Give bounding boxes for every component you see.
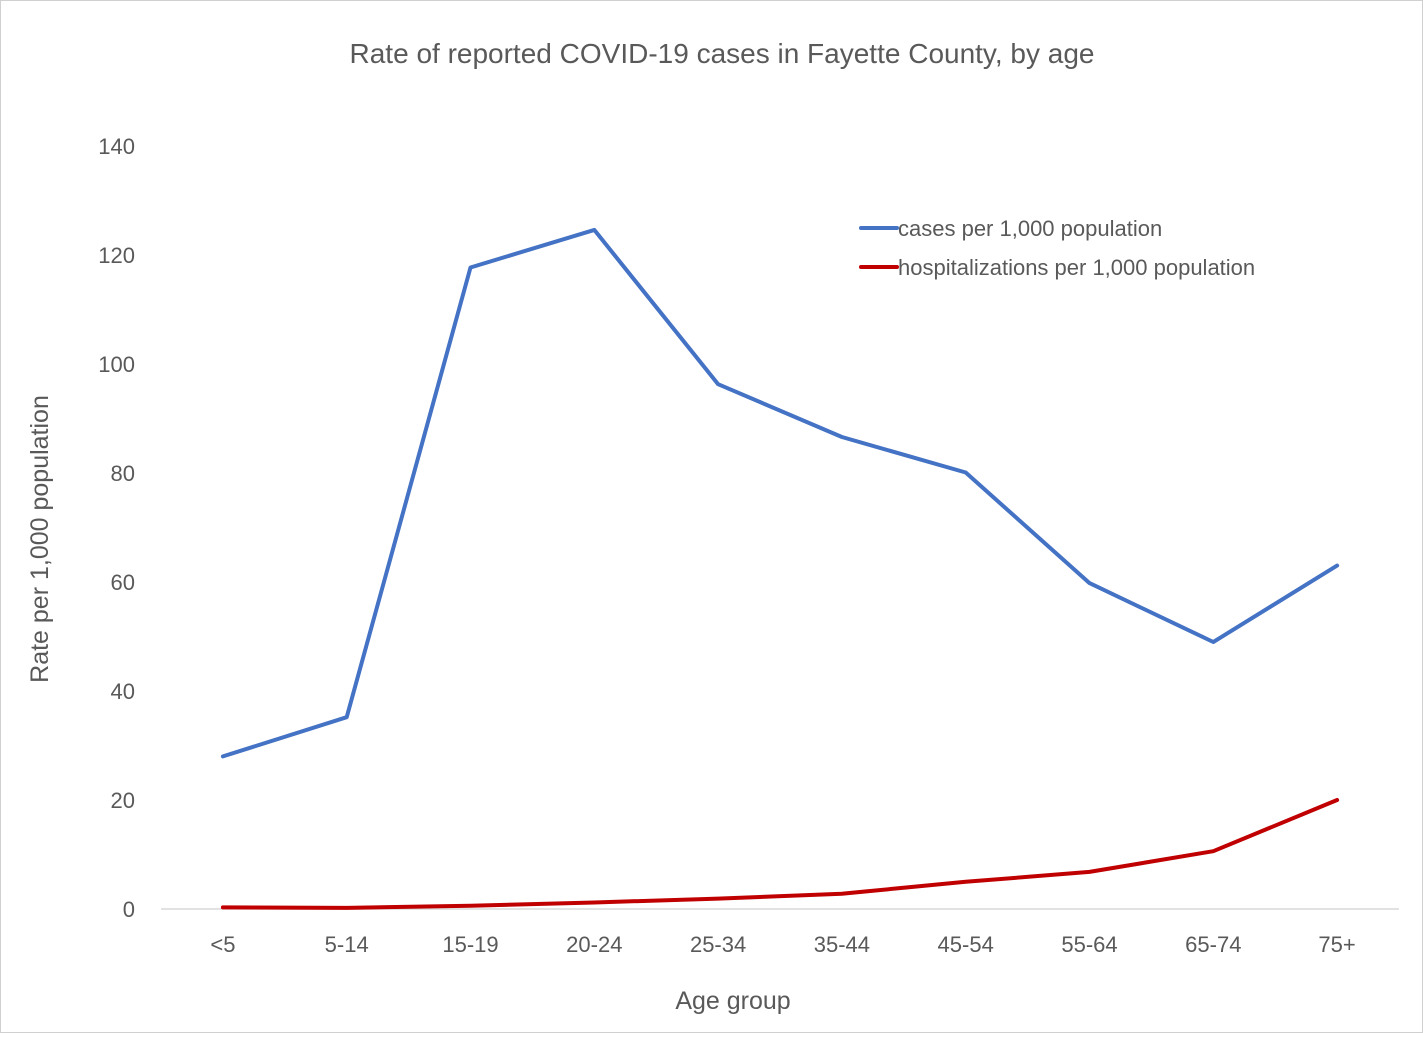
data-point <box>1088 581 1092 585</box>
legend-label: hospitalizations per 1,000 population <box>898 255 1255 280</box>
x-tick-label: 55-64 <box>1061 932 1117 957</box>
data-point <box>1335 564 1339 568</box>
data-point <box>964 470 968 474</box>
data-point <box>1335 798 1339 802</box>
x-tick-label: 15-19 <box>442 932 498 957</box>
y-tick-label: 80 <box>111 461 135 486</box>
data-point <box>840 892 844 896</box>
data-point <box>469 266 473 270</box>
y-tick-label: 20 <box>111 788 135 813</box>
x-axis-label: Age group <box>675 987 790 1015</box>
data-point <box>1211 849 1215 853</box>
data-point <box>1211 640 1215 644</box>
data-point <box>592 228 596 232</box>
x-tick-label: 5-14 <box>325 932 369 957</box>
data-point <box>221 754 225 758</box>
x-tick-label: 45-54 <box>938 932 994 957</box>
y-tick-label: 60 <box>111 570 135 595</box>
y-tick-label: 140 <box>98 134 135 159</box>
y-tick-label: 100 <box>98 352 135 377</box>
y-tick-label: 120 <box>98 243 135 268</box>
data-point <box>345 906 349 910</box>
x-tick-label: 35-44 <box>814 932 870 957</box>
y-tick-label: 0 <box>123 897 135 922</box>
x-tick-labels: <5 5-14 15-19 20-24 25-34 35-44 45-54 55-64 65-7… <box>210 932 1355 957</box>
legend: cases per 1,000 population hospitalizatio… <box>859 216 1255 280</box>
series-line-0 <box>220 227 1340 759</box>
data-point <box>964 880 968 884</box>
x-tick-label: <5 <box>210 932 235 957</box>
data-point <box>221 905 225 909</box>
y-tick-label: 40 <box>111 679 135 704</box>
data-point <box>345 715 349 719</box>
y-tick-labels: 0 20 40 60 80 100 120 140 <box>98 134 135 922</box>
data-point <box>592 900 596 904</box>
series-line-1 <box>220 798 1340 910</box>
y-axis-label: Rate per 1,000 population <box>26 395 54 683</box>
data-point <box>469 904 473 908</box>
data-point <box>716 382 720 386</box>
data-point <box>1088 870 1092 874</box>
x-tick-label: 25-34 <box>690 932 746 957</box>
data-point <box>840 435 844 439</box>
chart-title: Rate of reported COVID-19 cases in Fayet… <box>350 38 1095 69</box>
legend-label: cases per 1,000 population <box>898 216 1162 241</box>
x-tick-label: 65-74 <box>1185 932 1241 957</box>
x-tick-label: 20-24 <box>566 932 622 957</box>
x-tick-label: 75+ <box>1318 932 1355 957</box>
series-lines <box>220 227 1340 910</box>
data-point <box>716 897 720 901</box>
